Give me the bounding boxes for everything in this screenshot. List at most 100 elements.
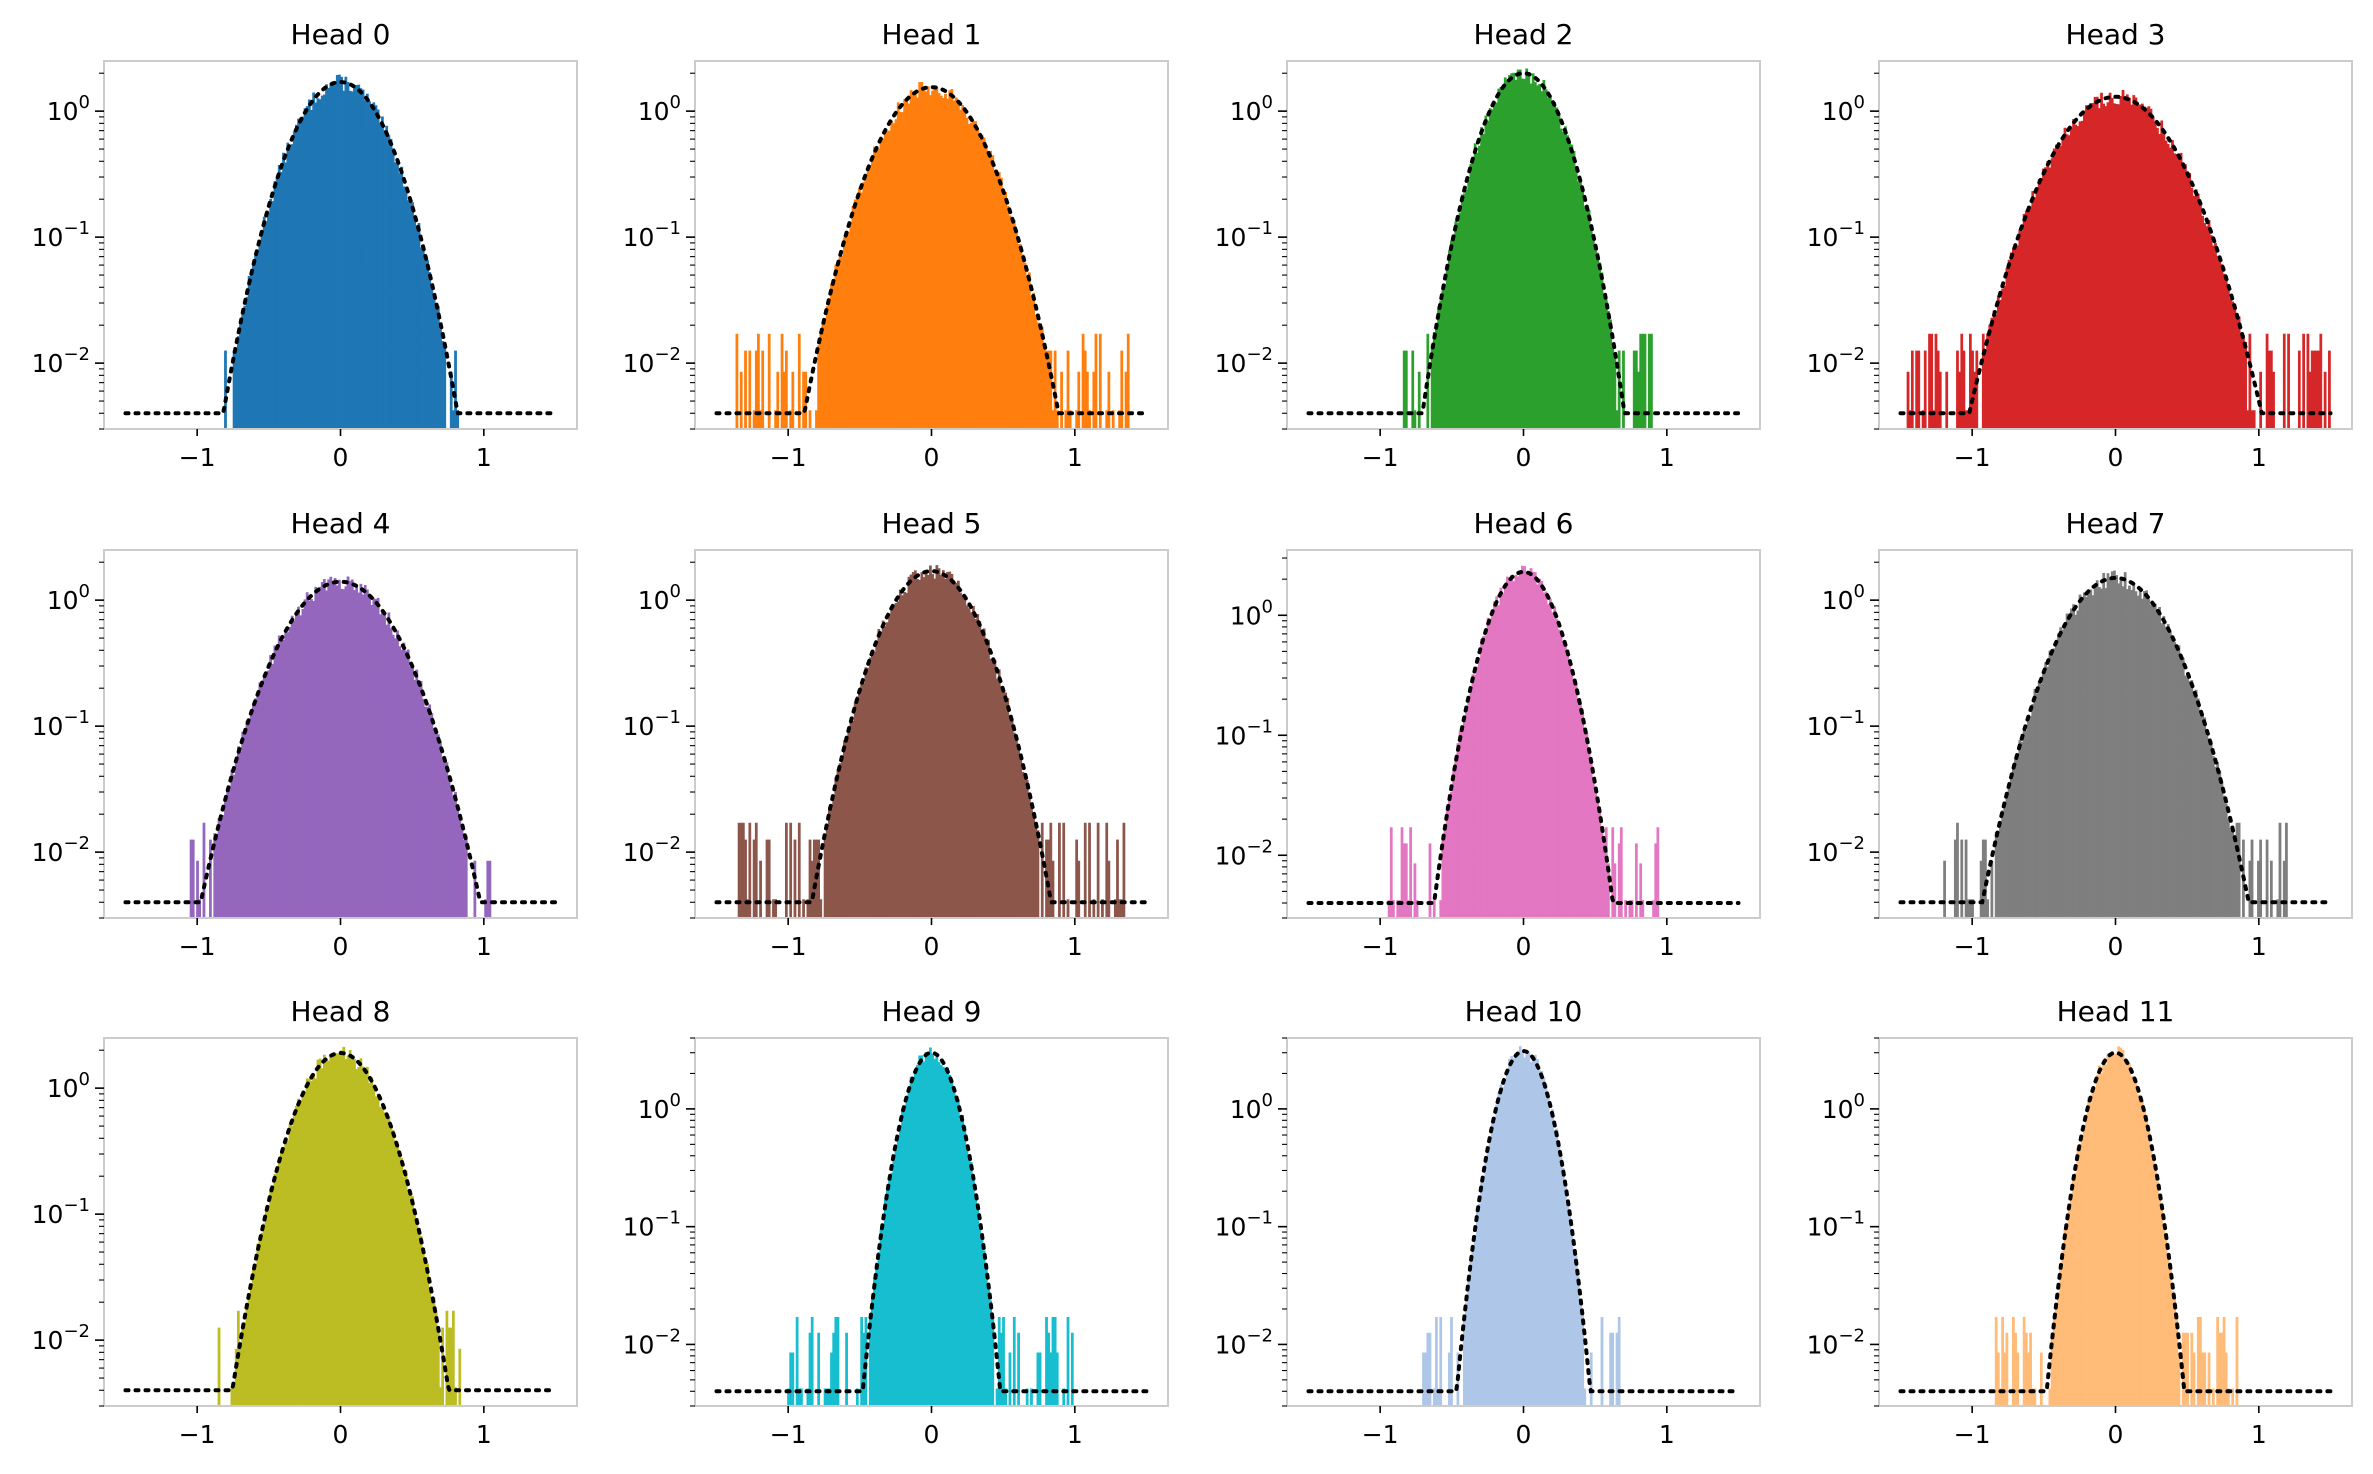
subplot-title: Head 3 bbox=[2066, 18, 2166, 51]
x-tick-label: 1 bbox=[476, 932, 492, 961]
y-tick-label: 10−2 bbox=[623, 833, 681, 867]
subplot-head-8: Head 8 −1 0 1 100 10−1 10−2 bbox=[32, 995, 578, 1449]
y-tick-label: 10−2 bbox=[1215, 344, 1273, 378]
subplot-head-2: Head 2 −1 0 1 100 10−1 10−2 bbox=[1215, 18, 1761, 472]
x-tick-label: −1 bbox=[179, 932, 216, 961]
y-tick-label: 10−2 bbox=[1215, 1325, 1273, 1359]
x-tick-label: 1 bbox=[1659, 1420, 1675, 1449]
histogram-bar bbox=[1387, 565, 1660, 918]
histogram-bar bbox=[1943, 570, 2288, 918]
y-tick-label: 10−2 bbox=[1807, 344, 1865, 378]
x-tick-label: 1 bbox=[476, 1420, 492, 1449]
y-tick-label: 10−2 bbox=[1807, 1325, 1865, 1359]
y-tick-label: 100 bbox=[1822, 1090, 1865, 1124]
y-tick-label: 100 bbox=[1822, 581, 1865, 615]
histogram-bars bbox=[1402, 68, 1653, 429]
gaussian-fit-line bbox=[714, 1050, 1149, 1394]
y-tick-label: 10−2 bbox=[32, 344, 90, 378]
x-tick-label: −1 bbox=[770, 1420, 807, 1449]
x-tick-label: 0 bbox=[924, 932, 940, 961]
subplot-head-0: Head 0 −1 0 1 100 10−1 10−2 bbox=[32, 18, 578, 472]
y-tick-label: 10−1 bbox=[623, 1208, 681, 1242]
histogram-bars bbox=[787, 1047, 1074, 1406]
x-tick-label: 0 bbox=[1516, 1420, 1532, 1449]
subplot-head-11: Head 11 −1 0 1 100 10−1 10−2 bbox=[1807, 995, 2353, 1449]
subplot-title: Head 6 bbox=[1474, 507, 1574, 540]
x-tick-label: 1 bbox=[2251, 1420, 2267, 1449]
x-tick-label: 1 bbox=[1067, 932, 1083, 961]
x-tick-label: −1 bbox=[770, 443, 807, 472]
x-tick-label: 1 bbox=[2251, 443, 2267, 472]
gaussian-fit-line bbox=[714, 85, 1149, 416]
x-tick-label: 1 bbox=[476, 443, 492, 472]
x-tick-label: −1 bbox=[1362, 932, 1399, 961]
histogram-bars bbox=[1906, 90, 2331, 429]
histogram-bars bbox=[735, 82, 1130, 429]
x-tick-label: 1 bbox=[2251, 932, 2267, 961]
x-tick-label: 0 bbox=[924, 1420, 940, 1449]
x-tick-label: 1 bbox=[1659, 932, 1675, 961]
y-tick-label: 100 bbox=[1822, 92, 1865, 126]
histogram-bar bbox=[224, 74, 460, 429]
histogram-bar bbox=[735, 82, 1130, 429]
x-tick-label: −1 bbox=[1362, 443, 1399, 472]
y-tick-label: 10−1 bbox=[1807, 218, 1865, 252]
gaussian-fit-line bbox=[1306, 569, 1741, 906]
histogram-bar bbox=[189, 576, 492, 918]
subplot-head-7: Head 7 −1 0 1 100 10−1 10−2 bbox=[1807, 507, 2353, 961]
histogram-bar bbox=[1402, 68, 1653, 429]
subplot-title: Head 4 bbox=[291, 507, 391, 540]
subplot-title: Head 10 bbox=[1465, 995, 1583, 1028]
y-tick-label: 100 bbox=[47, 581, 90, 615]
subplot-title: Head 7 bbox=[2066, 507, 2166, 540]
x-tick-label: 0 bbox=[2108, 443, 2124, 472]
gaussian-fit-line bbox=[123, 80, 558, 416]
subplot-head-5: Head 5 −1 0 1 100 10−1 10−2 bbox=[623, 507, 1169, 961]
x-tick-label: −1 bbox=[1954, 1420, 1991, 1449]
x-tick-label: 0 bbox=[924, 443, 940, 472]
y-tick-label: 10−2 bbox=[1807, 833, 1865, 867]
subplot-title: Head 2 bbox=[1474, 18, 1574, 51]
x-tick-label: 1 bbox=[1659, 443, 1675, 472]
subplot-title: Head 5 bbox=[882, 507, 982, 540]
x-tick-label: 0 bbox=[2108, 1420, 2124, 1449]
y-tick-label: 10−1 bbox=[32, 1195, 90, 1229]
gaussian-fit-line bbox=[1898, 1050, 2333, 1394]
subplot-head-9: Head 9 −1 0 1 100 10−1 10−2 bbox=[623, 995, 1169, 1449]
x-tick-label: 0 bbox=[2108, 932, 2124, 961]
histogram-bar bbox=[217, 1046, 462, 1406]
y-tick-label: 100 bbox=[47, 1069, 90, 1103]
y-tick-label: 10−2 bbox=[1215, 836, 1273, 870]
y-tick-label: 100 bbox=[1230, 1090, 1273, 1124]
gaussian-fit-line bbox=[1306, 1049, 1741, 1394]
y-tick-label: 100 bbox=[638, 92, 681, 126]
x-tick-label: −1 bbox=[1954, 443, 1991, 472]
y-tick-label: 10−1 bbox=[32, 707, 90, 741]
gaussian-fit-line bbox=[1306, 71, 1741, 416]
gaussian-fit-line bbox=[714, 569, 1149, 905]
subplot-head-10: Head 10 −1 0 1 100 10−1 10−2 bbox=[1215, 995, 1761, 1449]
y-tick-label: 10−2 bbox=[623, 344, 681, 378]
x-tick-label: 0 bbox=[1516, 932, 1532, 961]
histogram-bar bbox=[1906, 90, 2331, 429]
subplot-title: Head 1 bbox=[882, 18, 982, 51]
y-tick-label: 10−1 bbox=[32, 218, 90, 252]
subplot-title: Head 8 bbox=[291, 995, 391, 1028]
y-tick-label: 100 bbox=[638, 1090, 681, 1124]
y-tick-label: 10−1 bbox=[1807, 707, 1865, 741]
x-tick-label: −1 bbox=[770, 932, 807, 961]
y-tick-label: 10−1 bbox=[623, 218, 681, 252]
y-tick-label: 100 bbox=[638, 581, 681, 615]
histogram-bars bbox=[217, 1046, 462, 1406]
gaussian-fit-line bbox=[1898, 575, 2333, 905]
x-tick-label: −1 bbox=[1362, 1420, 1399, 1449]
y-tick-label: 10−2 bbox=[623, 1325, 681, 1359]
x-tick-label: 1 bbox=[1067, 443, 1083, 472]
y-tick-label: 10−2 bbox=[32, 1321, 90, 1355]
x-tick-label: 1 bbox=[1067, 1420, 1083, 1449]
x-tick-label: 0 bbox=[1516, 443, 1532, 472]
histogram-bars bbox=[1994, 1046, 2239, 1406]
y-tick-label: 100 bbox=[47, 92, 90, 126]
histogram-bars bbox=[737, 565, 1126, 918]
subplot-head-6: Head 6 −1 0 1 100 10−1 10−2 bbox=[1215, 507, 1761, 961]
